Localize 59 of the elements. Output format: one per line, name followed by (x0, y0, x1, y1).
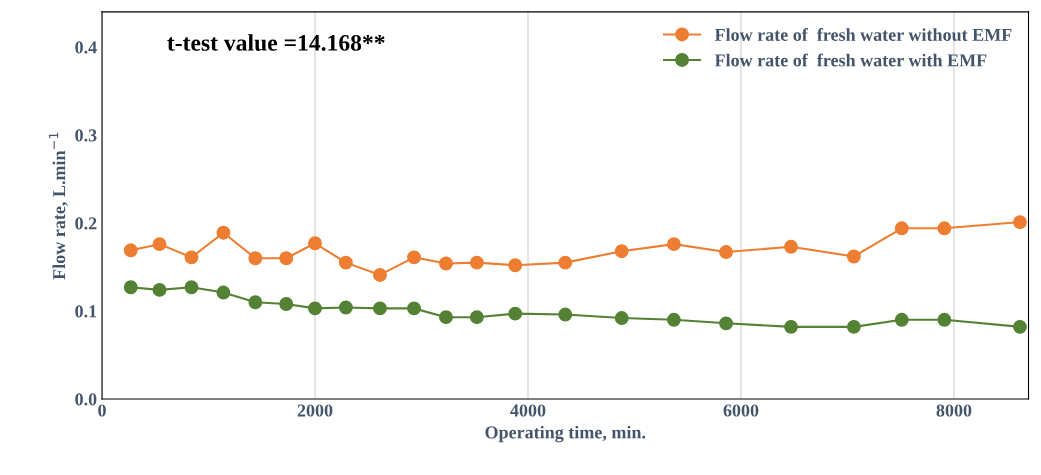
point (184, 280, 199, 295)
x-tick-label: 6000 (723, 404, 759, 417)
point (279, 297, 294, 311)
y-tick-label: 0.3 (75, 129, 97, 142)
point (784, 319, 798, 334)
point (558, 307, 573, 322)
point (152, 282, 167, 297)
point (894, 312, 909, 327)
point (614, 311, 629, 326)
point (937, 221, 952, 236)
y-tick-label: 0.0 (75, 393, 97, 406)
point (123, 243, 138, 258)
point (216, 225, 231, 240)
point (846, 319, 861, 334)
x-tick-label: 4000 (510, 404, 546, 417)
point (308, 301, 322, 316)
point (1013, 215, 1027, 230)
point (338, 300, 353, 315)
point (719, 245, 734, 260)
point (279, 251, 294, 266)
point (719, 316, 734, 331)
point (846, 249, 861, 264)
point (894, 221, 909, 236)
legend-label: Flow rate of fresh water with EMF (714, 53, 987, 67)
point (666, 237, 681, 252)
point (937, 312, 952, 327)
point (184, 250, 199, 265)
point (216, 285, 231, 300)
point (508, 306, 523, 321)
point (373, 267, 387, 282)
point (308, 236, 322, 251)
point (1013, 319, 1027, 334)
y-tick-label: 0.1 (75, 305, 97, 318)
annotation: t-test value =14.168** (167, 34, 385, 51)
y-tick-label: 0.4 (75, 41, 97, 54)
point (469, 255, 484, 270)
point (123, 280, 138, 295)
point (248, 251, 263, 266)
point (439, 310, 453, 325)
point (407, 301, 421, 316)
point (152, 237, 167, 252)
y-tick-label: 0.2 (75, 217, 97, 230)
legend-label: Flow rate of fresh water without EMF (714, 28, 1012, 41)
point (439, 256, 453, 271)
x-axis-title: Operating time, min. (485, 425, 646, 443)
x-tick-label: 2000 (297, 404, 333, 417)
point (373, 301, 387, 316)
point (614, 244, 629, 259)
x-tick-label: 8000 (936, 404, 972, 417)
point (248, 295, 263, 310)
point (508, 258, 523, 273)
point (666, 312, 681, 327)
x-tick-label: 0 (98, 404, 106, 417)
point (469, 310, 484, 325)
y-axis-title: Flow rate, L.min$^{−1}$ (48, 132, 68, 280)
point (338, 255, 353, 270)
point (558, 255, 573, 270)
point (407, 250, 421, 265)
point (784, 239, 798, 254)
